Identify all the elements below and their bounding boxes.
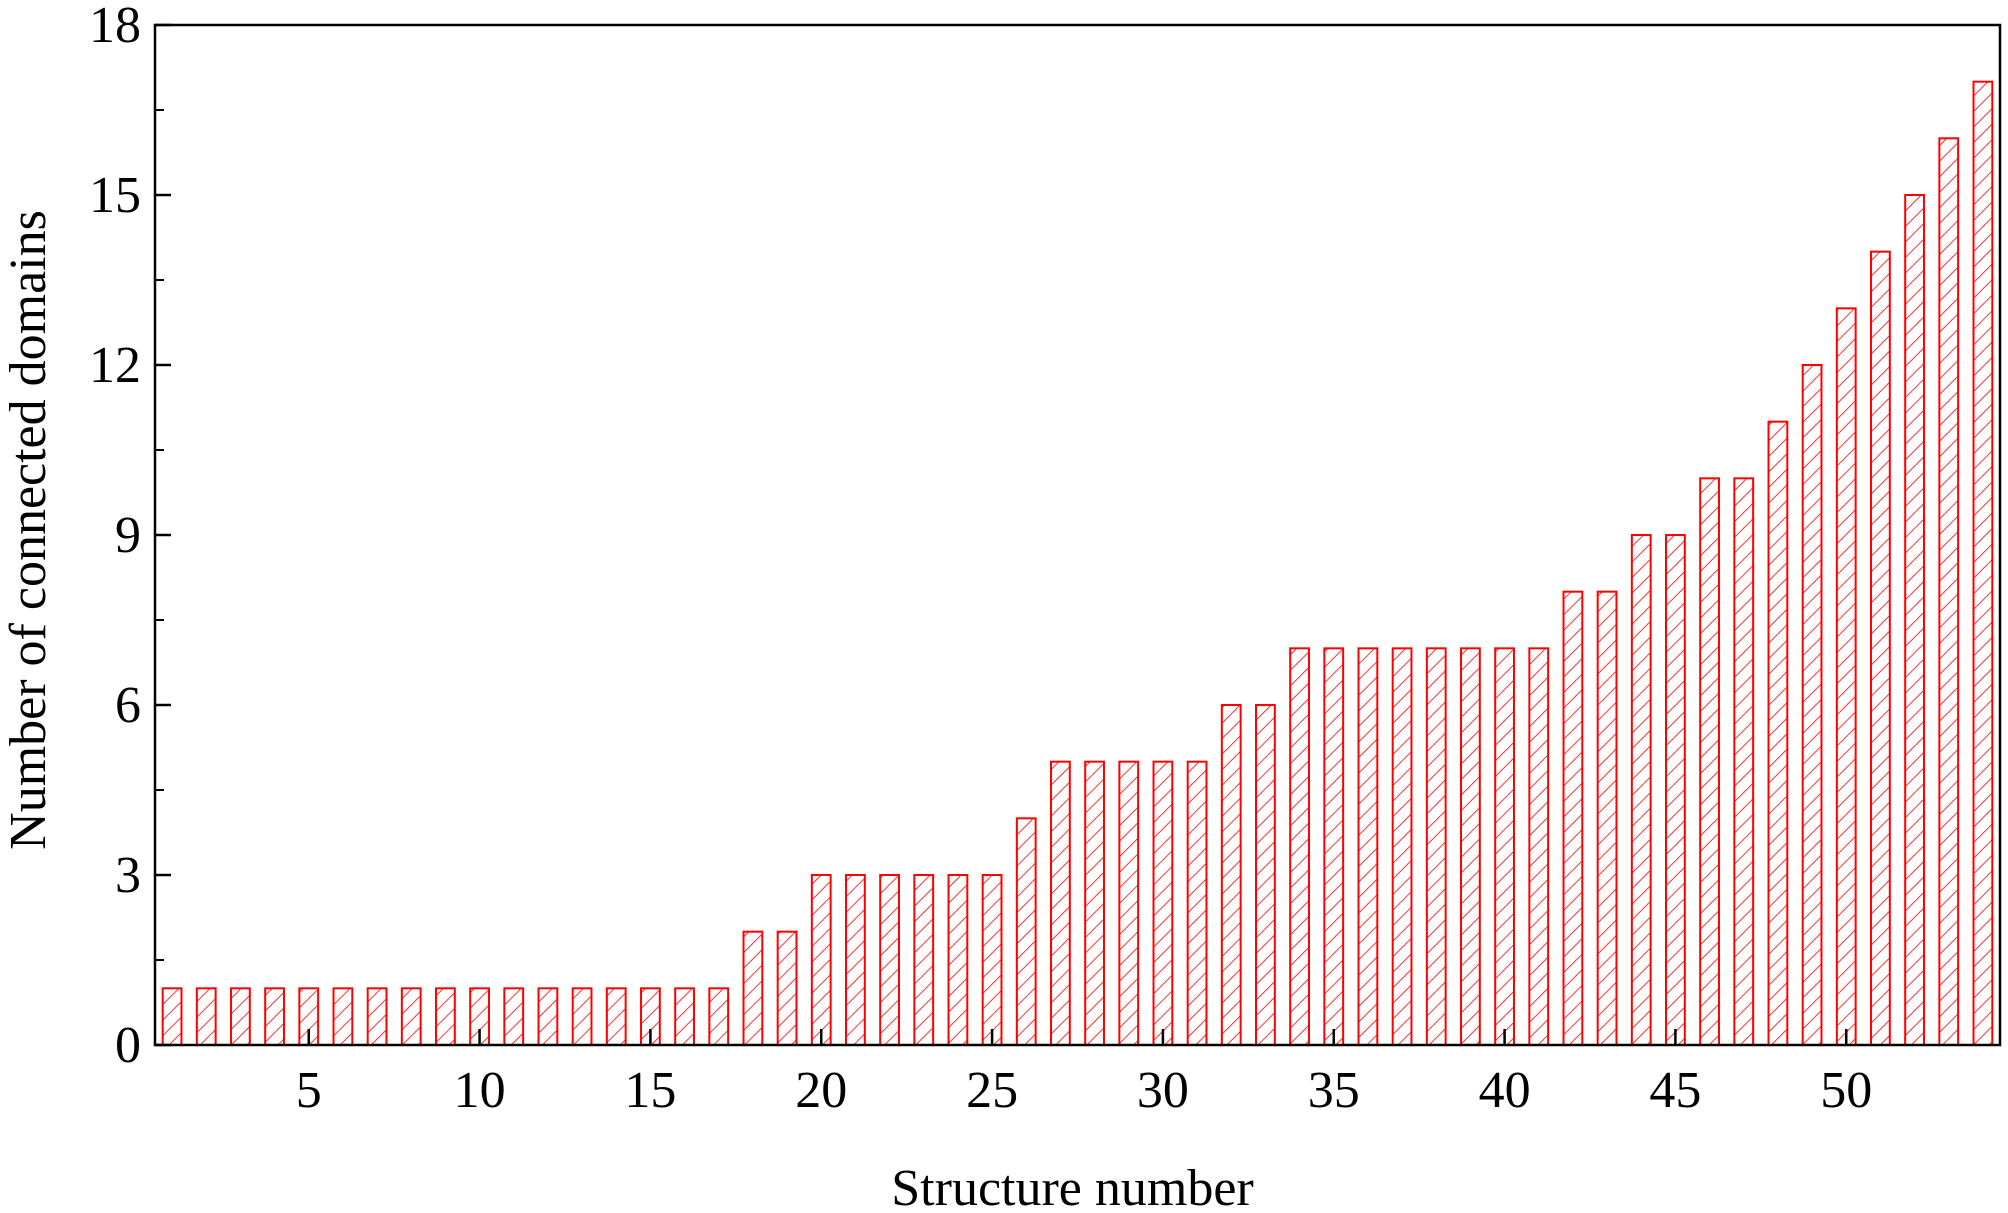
- x-tick-label-35: 35: [1308, 1062, 1360, 1119]
- x-tick-label-15: 15: [624, 1062, 676, 1119]
- bar-29: [1118, 760, 1140, 1046]
- bar-41: [1528, 647, 1550, 1047]
- bar-16: [674, 987, 695, 1047]
- axes-group: [153, 23, 2002, 1047]
- bar-36: [1357, 647, 1379, 1047]
- bar-40: [1494, 647, 1515, 1047]
- bar-43: [1596, 590, 1618, 1046]
- x-axis-label: Structure number: [891, 1160, 1253, 1213]
- bar-44: [1630, 534, 1652, 1046]
- bar-9: [435, 987, 456, 1047]
- bar-21: [845, 874, 866, 1046]
- bar-8: [400, 987, 422, 1047]
- bar-39: [1460, 647, 1481, 1047]
- x-tick-label-45: 45: [1649, 1062, 1701, 1119]
- bar-46: [1699, 477, 1720, 1046]
- plot-frame: [153, 23, 2002, 1047]
- bar-47: [1733, 477, 1755, 1046]
- bar-31: [1186, 760, 1208, 1046]
- bar-23: [913, 874, 935, 1046]
- bar-1: [161, 987, 183, 1047]
- bar-27: [1050, 760, 1071, 1046]
- bar-7: [366, 987, 388, 1047]
- bar-50: [1835, 307, 1857, 1046]
- bar-18: [742, 930, 764, 1046]
- bar-48: [1767, 420, 1789, 1047]
- bar-25: [981, 874, 1003, 1046]
- x-tick-label-20: 20: [795, 1062, 847, 1119]
- bar-34: [1289, 647, 1310, 1047]
- bar-35: [1323, 647, 1345, 1047]
- bar-51: [1870, 250, 1891, 1047]
- bar-20: [810, 874, 832, 1046]
- bar-17: [708, 987, 730, 1047]
- y-tick-label-9: 9: [115, 507, 141, 564]
- bar-45: [1665, 534, 1686, 1046]
- bar-2: [195, 987, 217, 1047]
- x-tick-label-25: 25: [966, 1062, 1018, 1119]
- bar-13: [571, 987, 593, 1047]
- bar-26: [1015, 817, 1037, 1047]
- y-axis-label: Number of connected domains: [0, 210, 57, 850]
- bar-42: [1562, 590, 1584, 1046]
- bar-28: [1084, 760, 1105, 1046]
- y-tick-label-12: 12: [89, 337, 141, 394]
- bar-22: [879, 874, 900, 1046]
- x-tick-label-30: 30: [1137, 1062, 1189, 1119]
- bar-30: [1152, 760, 1174, 1046]
- bar-38: [1425, 647, 1447, 1047]
- x-tick-label-40: 40: [1479, 1062, 1531, 1119]
- bar-24: [947, 874, 969, 1046]
- x-tick-label-5: 5: [296, 1062, 322, 1119]
- y-tick-label-18: 18: [89, 0, 141, 54]
- bar-6: [332, 987, 354, 1047]
- labels-group: 0 3 6 9 12 15 18 5 10 15 20 25 30 35 40 45 50 Structure n…: [0, 0, 1872, 1213]
- bar-53: [1938, 137, 1960, 1046]
- y-tick-label-0: 0: [115, 1017, 141, 1074]
- bar-12: [537, 987, 559, 1047]
- bar-19: [776, 930, 798, 1046]
- y-tick-label-15: 15: [89, 167, 141, 224]
- bars-group: [161, 80, 1994, 1047]
- bar-54: [1972, 80, 1994, 1047]
- bar-37: [1391, 647, 1413, 1047]
- bar-32: [1220, 704, 1242, 1046]
- y-tick-label-6: 6: [115, 677, 141, 734]
- bar-3: [230, 987, 251, 1047]
- bar-52: [1904, 194, 1925, 1046]
- x-tick-label-50: 50: [1820, 1062, 1872, 1119]
- bar-49: [1801, 364, 1823, 1046]
- bar-4: [264, 987, 285, 1047]
- bar-11: [503, 987, 525, 1047]
- bar-14: [605, 987, 627, 1047]
- bar-33: [1255, 704, 1276, 1046]
- x-tick-label-10: 10: [454, 1062, 506, 1119]
- y-tick-label-3: 3: [115, 847, 141, 904]
